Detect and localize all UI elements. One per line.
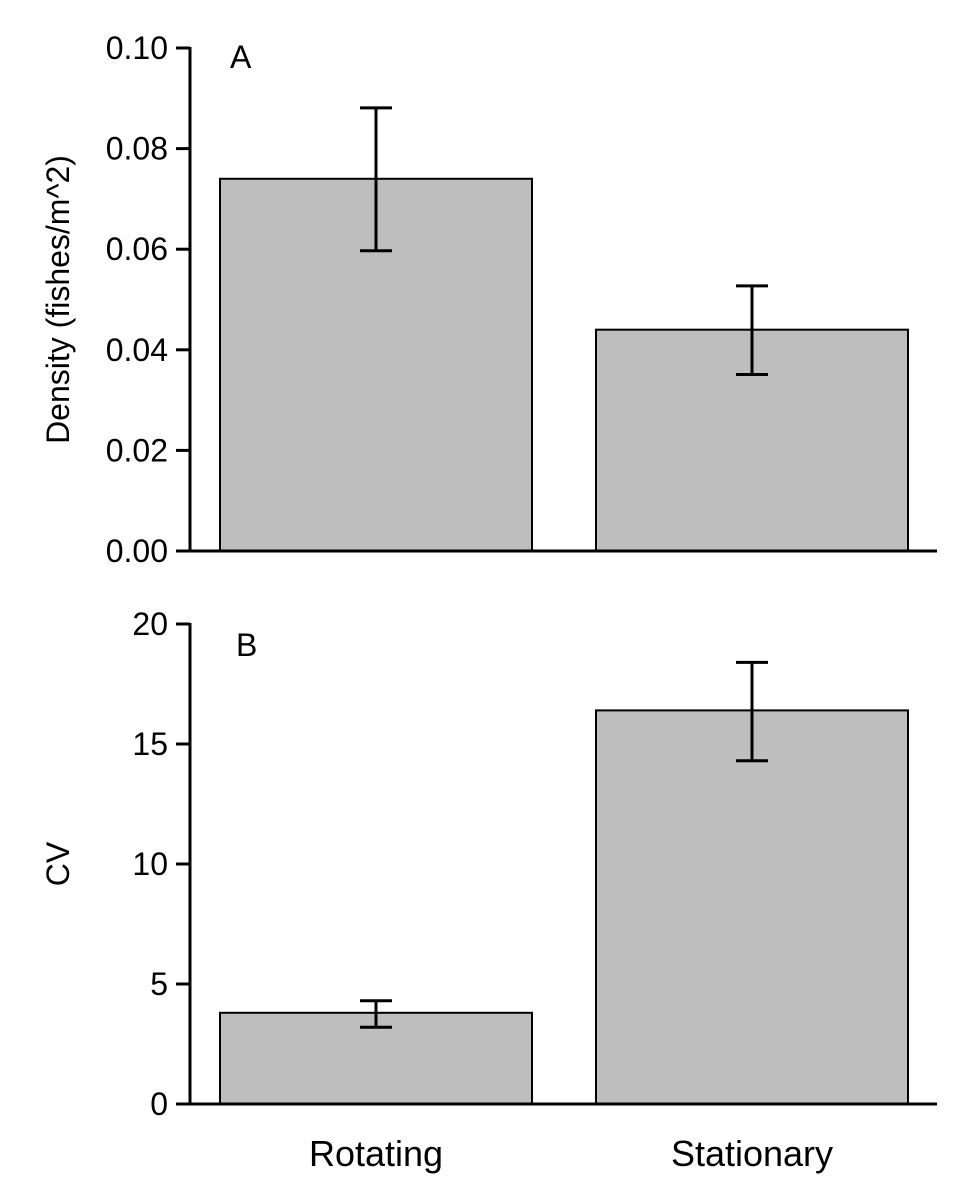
y-tick-label: 0.06	[106, 231, 168, 267]
y-tick-label: 0.10	[106, 30, 168, 66]
y-tick-label: 20	[132, 606, 168, 642]
category-label-stationary: Stationary	[671, 1133, 833, 1174]
y-tick-label: 0.08	[106, 131, 168, 167]
y-axis-title: CV	[40, 841, 76, 886]
y-tick-label: 10	[132, 846, 168, 882]
y-tick-label: 0	[150, 1086, 168, 1122]
chart-panel-b: 0 5 10 15 20 CV B Rotating Stationary	[40, 606, 937, 1174]
y-tick-label: 0.02	[106, 432, 168, 468]
error-bar-rotating	[360, 999, 392, 1029]
y-tick-label: 15	[132, 726, 168, 762]
y-axis-title: Density (fishes/m^2)	[40, 155, 76, 444]
y-tick-label: 0.04	[106, 332, 168, 368]
panel-label: A	[230, 39, 252, 75]
bar-stationary	[595, 709, 909, 1106]
y-tick-label: 0.00	[106, 533, 168, 569]
error-bar-rotating	[360, 106, 392, 253]
category-label-rotating: Rotating	[309, 1133, 443, 1174]
panel-label: B	[236, 627, 257, 663]
chart-panel-a: 0.00 0.02 0.04 0.06 0.08 0.10 Density (fishes/…	[40, 30, 937, 569]
error-bar-stationary	[736, 660, 768, 763]
y-tick-label: 5	[150, 966, 168, 1002]
error-bar-stationary	[736, 284, 768, 376]
